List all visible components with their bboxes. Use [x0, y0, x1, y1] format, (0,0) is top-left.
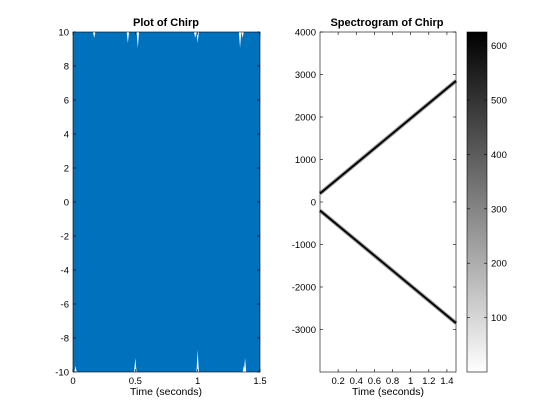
y-tick-label: -1000	[292, 240, 316, 251]
y-tick-label: -2	[61, 232, 69, 243]
signal-gap-top	[126, 32, 130, 43]
chirp-time-plot: Plot of Chirp 0 0.5 1 1.5 -10 -8 -6 -4 -2 0 2 4 6 8 1…	[55, 17, 266, 398]
chart-title-left: Plot of Chirp	[133, 17, 199, 29]
signal-gap-bottom	[243, 358, 247, 372]
x-tick-label: 1.5	[253, 376, 266, 387]
signal-gap-top	[193, 32, 197, 38]
y-ticks-right: -3000 -2000 -1000 0 1000 2000 3000 4000	[292, 28, 456, 336]
x-tick-label: 0.4	[350, 376, 363, 387]
colorbar: 100 200 300 400 500 600	[466, 31, 507, 373]
signal-gap-top	[196, 32, 199, 43]
y-tick-label: 6	[64, 96, 69, 107]
spectrogram-plot: Spectrogram of Chirp 0.2 0.4 0.6 0.8 1 1.2 1.4…	[292, 17, 458, 398]
y-tick-label: 3000	[295, 70, 316, 81]
x-ticks-left: 0 0.5 1 1.5	[70, 32, 267, 387]
signal-gap-top	[238, 32, 242, 48]
y-tick-label: 4000	[295, 28, 316, 39]
y-tick-label: -3000	[292, 325, 316, 336]
chirp-signal-area	[73, 32, 260, 372]
y-tick-label: 4	[64, 130, 69, 141]
x-tick-label: 1.2	[422, 376, 435, 387]
signal-gap-bottom	[134, 358, 137, 372]
y-tick-label: 1000	[295, 155, 316, 166]
x-tick-label: 1	[408, 376, 413, 387]
x-tick-label: 0.2	[332, 376, 345, 387]
y-tick-label: 8	[64, 62, 69, 73]
colorbar-tick-label: 100	[491, 313, 507, 324]
colorbar-tick-label: 500	[491, 96, 507, 107]
colorbar-ticks: 100 200 300 400 500 600	[467, 41, 507, 324]
y-tick-label: 0	[311, 198, 316, 209]
y-tick-label: 10	[58, 28, 69, 39]
y-tick-label: -4	[61, 266, 69, 277]
chart-title-right: Spectrogram of Chirp	[330, 17, 443, 29]
x-tick-label: 1	[195, 376, 200, 387]
spectrogram-ridge	[319, 80, 457, 195]
colorbar-tick-label: 600	[491, 41, 507, 52]
x-axis-label-right: Time (seconds)	[352, 386, 424, 398]
x-tick-label: 0.8	[386, 376, 399, 387]
spectrogram-ridges	[318, 79, 458, 325]
y-tick-label: 2000	[295, 113, 316, 124]
x-tick-label: 1.4	[440, 376, 453, 387]
x-axis-label-left: Time (seconds)	[130, 386, 202, 398]
spectrogram-background	[320, 32, 456, 372]
colorbar-tick-label: 200	[491, 259, 507, 270]
y-tick-label: -10	[55, 368, 69, 379]
spectrogram-ridge	[319, 209, 457, 324]
y-tick-label: 0	[64, 198, 69, 209]
signal-gap-top	[136, 32, 140, 48]
y-tick-label: 2	[64, 164, 69, 175]
y-tick-label: -2000	[292, 283, 316, 294]
colorbar-tick-label: 400	[491, 150, 507, 161]
x-tick-label: 0	[70, 376, 75, 387]
x-tick-label: 0.6	[368, 376, 381, 387]
colorbar-tick-label: 300	[491, 204, 507, 215]
x-ticks-right: 0.2 0.4 0.6 0.8 1 1.2 1.4	[332, 32, 454, 387]
y-ticks-left: -10 -8 -6 -4 -2 0 2 4 6 8 10	[55, 28, 260, 379]
signal-gap-bottom	[74, 366, 77, 372]
y-tick-label: -8	[61, 334, 69, 345]
y-tick-label: -6	[61, 300, 69, 311]
x-tick-label: 0.5	[129, 376, 142, 387]
signal-gap-top	[92, 32, 96, 38]
signal-gap-top	[241, 32, 244, 38]
colorbar-gradient	[466, 31, 488, 373]
chirp-signal-band	[73, 32, 260, 372]
signal-gap-bottom	[196, 350, 199, 372]
